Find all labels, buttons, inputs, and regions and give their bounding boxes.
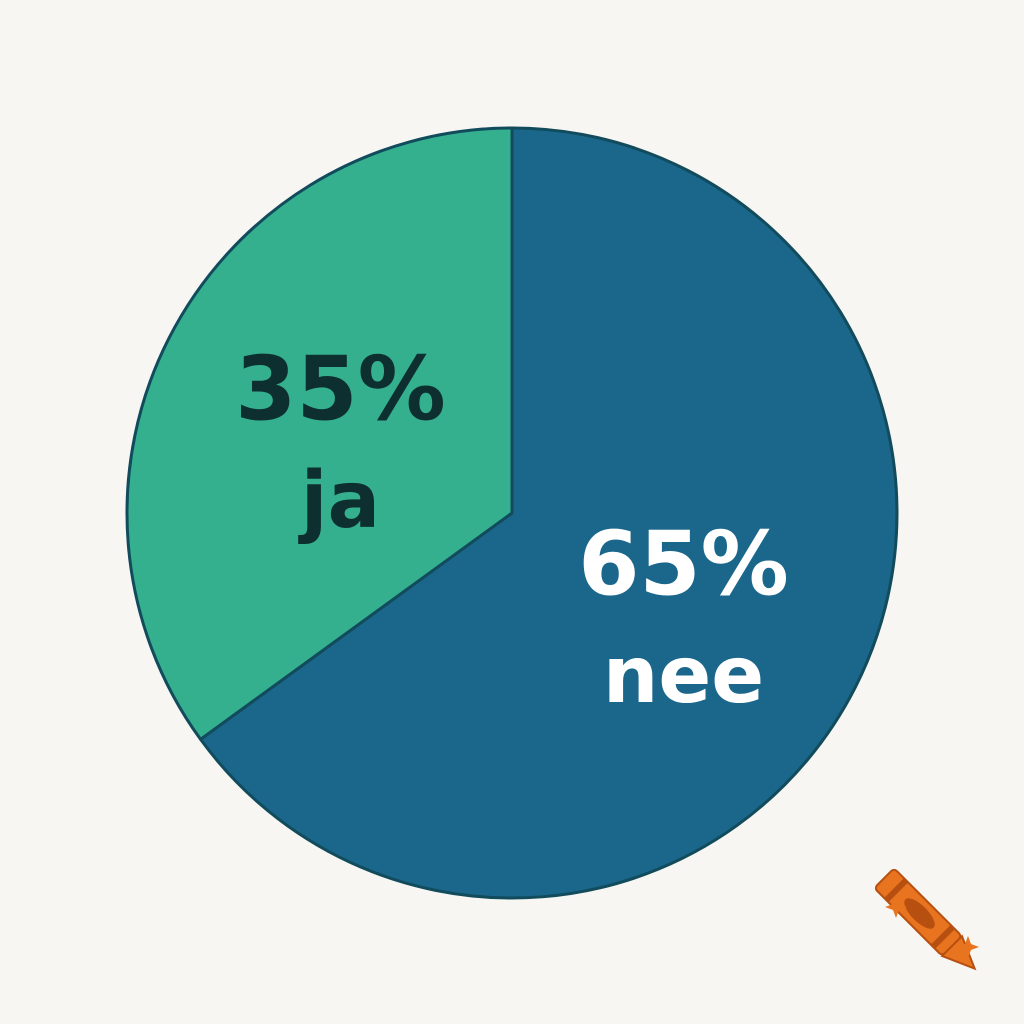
value-label: 35% xyxy=(235,338,446,441)
category-label: ja xyxy=(298,456,380,546)
logo-icon xyxy=(874,868,977,971)
pie-slice xyxy=(125,126,514,741)
sparkle xyxy=(885,896,907,918)
sparkle xyxy=(957,936,979,958)
value-label: 65% xyxy=(578,512,789,615)
pie-slice xyxy=(199,126,899,900)
category-label: nee xyxy=(603,631,764,721)
